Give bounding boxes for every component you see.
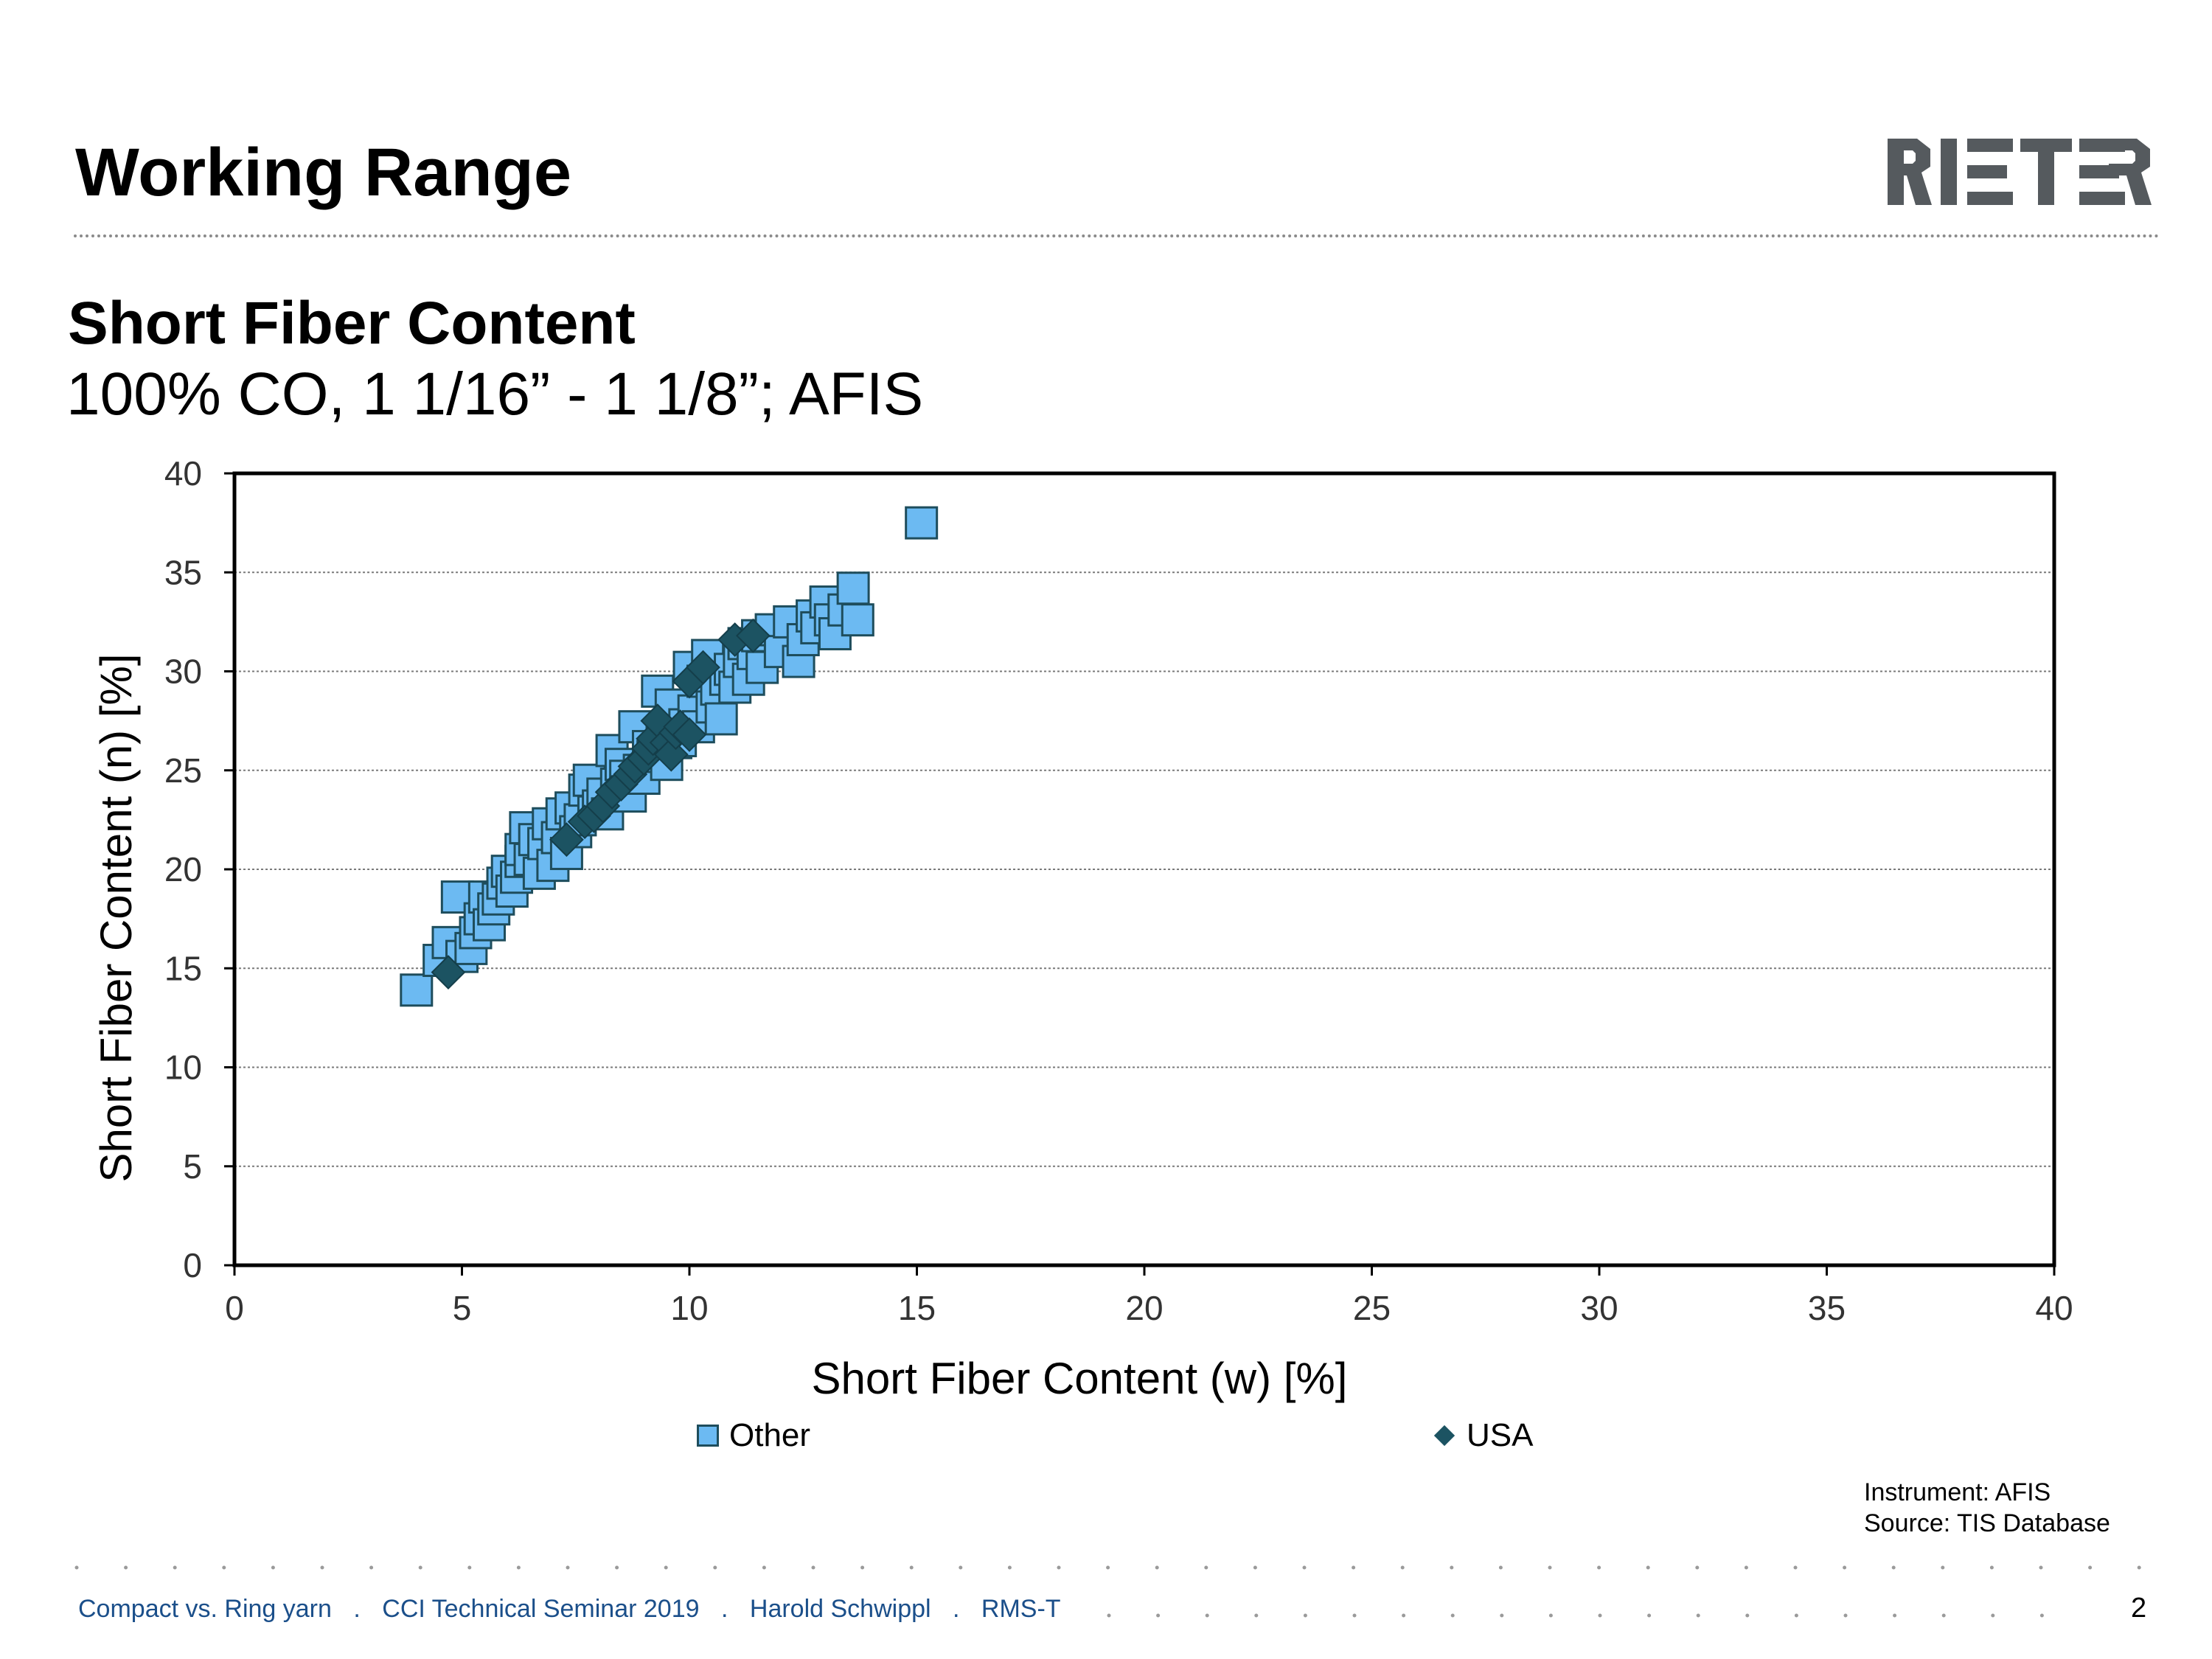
point-usa [672,717,707,752]
legend-label-other: Other [729,1417,811,1453]
y-tick-label: 25 [164,751,202,790]
x-axis-label: Short Fiber Content (w) [%] [812,1354,1348,1403]
footer-separator: . [953,1595,960,1623]
instrument-note: Instrument: AFIS [1864,1478,2051,1506]
x-tick-label: 10 [670,1289,708,1327]
x-tick-label: 5 [453,1289,472,1327]
point-other [836,571,870,605]
footer-item: Harold Schwippl [749,1595,931,1623]
y-tick-label: 5 [183,1147,202,1186]
page-number: 2 [2131,1593,2147,1624]
chart-subheading: 100% CO, 1 1/16” - 1 1/8”; AFIS [66,361,924,428]
footer-dot-rule [74,1565,2160,1570]
x-tick-label: 20 [1125,1289,1163,1327]
point-other [704,702,738,736]
database-note: Source: TIS Database [1864,1509,2110,1537]
series-usa [431,618,771,990]
y-tick-label: 30 [164,653,202,691]
x-tick-label: 25 [1353,1289,1391,1327]
slide-title: Working Range [75,135,572,210]
x-tick-label: 15 [898,1289,936,1327]
point-usa [549,822,584,858]
point-other [841,603,874,637]
point-other [905,506,939,540]
x-tick-label: 35 [1808,1289,1846,1327]
header-divider [74,234,2160,237]
rieter-logo [1888,139,2152,205]
x-tick-label: 30 [1580,1289,1618,1327]
y-tick-label: 0 [183,1246,202,1284]
legend-item-usa: USA [1433,1417,1534,1454]
y-tick-label: 20 [164,850,202,888]
legend-label-usa: USA [1467,1417,1534,1453]
x-tick-label: 0 [225,1289,244,1327]
point-usa [735,618,771,653]
diamond-marker-icon [1433,1425,1455,1447]
footer-item: RMS-T [981,1595,1061,1623]
x-tick-labels: 0 5 10 15 20 25 30 35 40 [225,1265,2073,1327]
y-axis-label: Short Fiber Content (n) [%] [91,654,141,1183]
point-usa [686,650,720,685]
footer-separator: . [353,1595,361,1623]
y-tick-label: 35 [164,553,202,591]
footer-item: CCI Technical Seminar 2019 [382,1595,700,1623]
scatter-chart: 0 5 10 15 20 25 30 35 40 0 5 10 15 20 25 30 35 40 Short … [91,454,2073,1403]
y-tick-label: 15 [164,949,202,987]
source-note: Instrument: AFIS Source: TIS Database [1864,1477,2110,1539]
footer-dot-rule-short [1107,1613,2065,1618]
y-tick-label: 40 [164,454,202,493]
footer: Compact vs. Ring yarn . CCI Technical Se… [78,1595,1061,1624]
square-marker-icon [697,1425,719,1447]
y-tick-label: 10 [164,1048,202,1087]
y-tick-labels: 0 5 10 15 20 25 30 35 40 [164,454,234,1284]
point-usa [431,955,466,990]
chart-heading: Short Fiber Content [68,290,636,357]
footer-item: Compact vs. Ring yarn [78,1595,332,1623]
footer-separator: . [720,1595,728,1623]
legend-item-other: Other [697,1417,810,1454]
x-tick-label: 40 [2035,1289,2073,1327]
point-other [400,973,434,1007]
